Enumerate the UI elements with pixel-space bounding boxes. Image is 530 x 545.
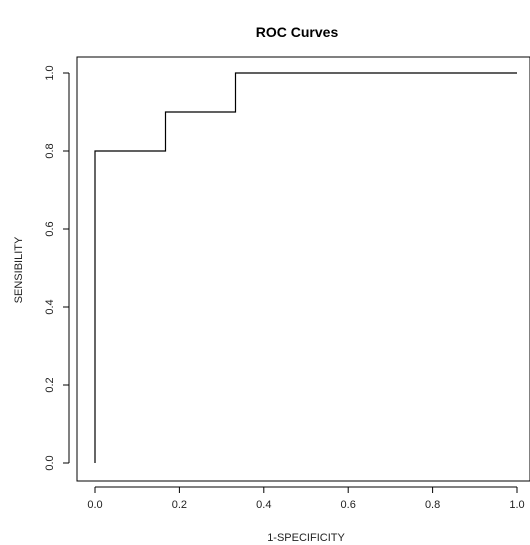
x-axis: 0.0 0.2 0.4 0.6 0.8 1.0 — [87, 486, 525, 511]
y-tick-label: 0.8 — [44, 143, 56, 158]
roc-curve-line — [94, 72, 517, 463]
chart-title: ROC Curves — [256, 24, 339, 40]
plot-frame — [76, 56, 530, 482]
x-tick-label: 0.4 — [256, 499, 271, 511]
x-tick-label: 0.0 — [87, 499, 102, 511]
y-tick-label: 0.6 — [44, 221, 56, 236]
x-tick-label: 0.6 — [341, 499, 356, 511]
y-tick-label: 1.0 — [44, 65, 56, 80]
x-tick-label: 0.8 — [425, 499, 440, 511]
y-tick-label: 0.4 — [44, 299, 56, 314]
x-axis-label: 1-SPECIFICITY — [267, 532, 345, 544]
y-tick-label: 0.2 — [44, 377, 56, 392]
x-tick-label: 1.0 — [509, 499, 524, 511]
y-tick-label: 0.0 — [44, 455, 56, 470]
x-tick-label: 0.2 — [172, 499, 187, 511]
y-axis-label: SENSIBILITY — [13, 236, 25, 303]
y-axis: 0.0 0.2 0.4 0.6 0.8 1.0 — [44, 65, 70, 471]
